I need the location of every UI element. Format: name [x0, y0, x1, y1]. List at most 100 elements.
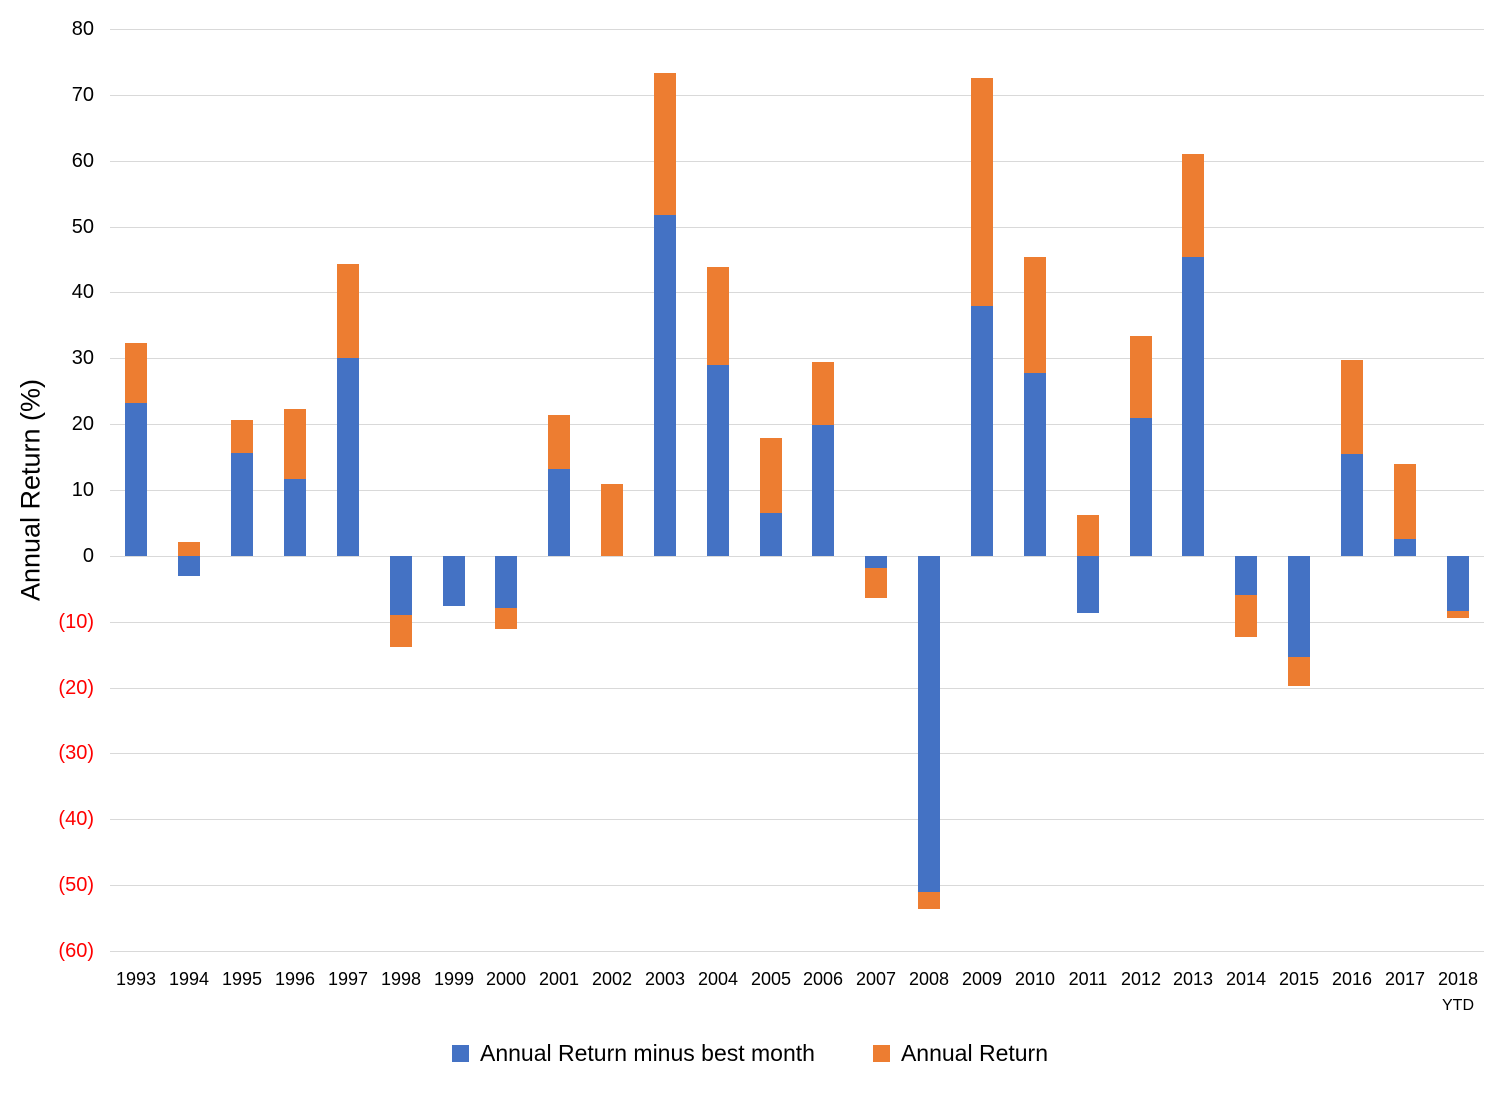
- gridline--60: [110, 951, 1484, 952]
- bar-segment-2010-blue: [1024, 372, 1046, 556]
- legend: Annual Return minus best month Annual Re…: [0, 1040, 1500, 1067]
- y-tick-label-20: 20: [71, 413, 94, 435]
- bar-segment-2006-blue: [812, 424, 834, 556]
- bar-segment-2017-blue: [1394, 538, 1416, 556]
- bar-segment-1994-orange: [178, 542, 200, 556]
- bar-segment-2012-blue: [1130, 418, 1152, 556]
- x-tick-label-2004: 2004: [697, 969, 739, 989]
- bar-segment-2008-orange: [918, 891, 940, 910]
- bar-segment-2003-blue: [654, 215, 676, 556]
- gridline--50: [110, 885, 1484, 886]
- bar-segment-2006-orange: [812, 362, 834, 425]
- gridline-30: [110, 358, 1484, 359]
- y-tick-label-0: 0: [82, 545, 94, 567]
- bar-segment-2001-blue: [548, 468, 570, 556]
- gridline-10: [110, 490, 1484, 491]
- bar-segment-2014-orange: [1235, 594, 1257, 637]
- x-tick-label-1994: 1994: [168, 969, 210, 989]
- bar-segment-2004-blue: [707, 364, 729, 556]
- bar-segment-2014-blue: [1235, 555, 1257, 595]
- y-tick-label-70: 70: [71, 84, 94, 106]
- x-tick-label-1995: 1995: [221, 969, 263, 989]
- y-tick-label-60: 60: [71, 150, 94, 172]
- y-tick-label-30: 30: [71, 347, 94, 369]
- bar-segment-1997-orange: [337, 264, 359, 359]
- gridline--40: [110, 819, 1484, 820]
- x-tick-label-2012: 2012: [1120, 969, 1162, 989]
- bar-segment-2000-blue: [495, 555, 517, 608]
- bar-segment-2007-orange: [865, 568, 887, 598]
- bar-segment-2016-blue: [1341, 454, 1363, 556]
- x-tick-label-1999: 1999: [433, 969, 475, 989]
- gridline-50: [110, 227, 1484, 228]
- bar-segment-2018-blue: [1447, 555, 1469, 611]
- plot-area: [110, 29, 1484, 952]
- x-tick-label-2011: 2011: [1068, 969, 1108, 989]
- x-tick-label-2009: 2009: [961, 969, 1003, 989]
- y-tick-label--20: (20): [58, 677, 94, 699]
- y-tick-label--60: (60): [58, 940, 94, 962]
- x-tick-label-2018: 2018: [1437, 969, 1479, 989]
- bar-segment-2015-orange: [1288, 657, 1310, 687]
- bar-segment-2013-orange: [1182, 153, 1204, 257]
- bar-segment-2007-blue: [865, 555, 887, 569]
- y-tick-label-10: 10: [71, 479, 94, 501]
- bar-segment-2004-orange: [707, 267, 729, 365]
- x-tick-label-2003: 2003: [644, 969, 686, 989]
- x-tick-label-2007: 2007: [855, 969, 897, 989]
- bar-segment-1998-orange: [390, 615, 412, 647]
- x-tick-label-2013: 2013: [1172, 969, 1214, 989]
- gridline-0: [110, 556, 1484, 557]
- bar-segment-2013-blue: [1182, 256, 1204, 556]
- x-tick-label-2010: 2010: [1014, 969, 1056, 989]
- x-tick-label-2002: 2002: [591, 969, 633, 989]
- bar-segment-2011-blue: [1077, 555, 1099, 614]
- x-tick-label-1998: 1998: [380, 969, 422, 989]
- x-tick-label-2008: 2008: [908, 969, 950, 989]
- legend-swatch-orange-icon: [872, 1045, 890, 1062]
- x-tick-label-1996: 1996: [274, 969, 316, 989]
- gridline--10: [110, 622, 1484, 623]
- x-tick-label-2006: 2006: [802, 969, 844, 989]
- bar-segment-2017-orange: [1394, 464, 1416, 539]
- bar-segment-1993-blue: [125, 403, 147, 556]
- bar-segment-1996-orange: [284, 409, 306, 479]
- x-tick-label-2001: 2001: [538, 969, 580, 989]
- gridline-60: [110, 161, 1484, 162]
- x-tick-label-2014: 2014: [1225, 969, 1267, 989]
- bar-segment-2009-blue: [971, 306, 993, 556]
- x-tick-label-2000: 2000: [485, 969, 527, 989]
- gridline-80: [110, 29, 1484, 30]
- x-tick-label-1997: 1997: [327, 969, 369, 989]
- y-tick-label-40: 40: [71, 281, 94, 303]
- y-tick-label-80: 80: [71, 18, 94, 40]
- bar-segment-2012-orange: [1130, 335, 1152, 419]
- x-tick-sublabel-YTD: YTD: [1442, 997, 1474, 1014]
- x-tick-label-1993: 1993: [115, 969, 157, 989]
- x-tick-label-2005: 2005: [750, 969, 792, 989]
- bar-segment-2016-orange: [1341, 360, 1363, 455]
- bar-segment-1999-blue: [443, 555, 465, 606]
- legend-item-annual-return-minus-best-month: Annual Return minus best month: [451, 1040, 815, 1067]
- bar-segment-2008-blue: [918, 555, 940, 892]
- legend-label-annual-return: Annual Return: [900, 1040, 1048, 1066]
- x-tick-label-2017: 2017: [1384, 969, 1426, 989]
- y-tick-label--40: (40): [58, 808, 94, 830]
- y-tick-label-50: 50: [71, 216, 94, 238]
- bar-segment-1995-blue: [231, 453, 253, 556]
- bar-segment-2002-orange: [601, 484, 623, 556]
- y-tick-label--50: (50): [58, 874, 94, 896]
- x-tick-label-2016: 2016: [1331, 969, 1373, 989]
- gridline--20: [110, 688, 1484, 689]
- bar-segment-1997-blue: [337, 358, 359, 556]
- gridline-40: [110, 292, 1484, 293]
- bar-segment-1993-orange: [125, 343, 147, 403]
- gridline--30: [110, 753, 1484, 754]
- bar-segment-2005-orange: [760, 438, 782, 514]
- bar-segment-2000-orange: [495, 607, 517, 629]
- gridline-70: [110, 95, 1484, 96]
- bar-segment-2009-orange: [971, 78, 993, 307]
- bar-segment-2011-orange: [1077, 515, 1099, 556]
- y-tick-label--10: (10): [58, 611, 94, 633]
